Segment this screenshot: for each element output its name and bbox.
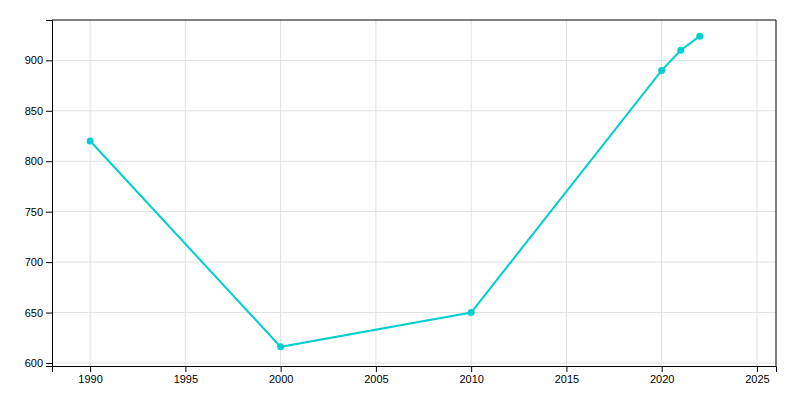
grid: [52, 20, 776, 366]
point: [468, 309, 475, 316]
point: [696, 33, 703, 40]
x-tick: 2020: [650, 366, 674, 385]
y-tick-mark: [46, 60, 52, 61]
point: [658, 67, 665, 74]
grid-line-x: [280, 20, 281, 366]
grid-line-y: [52, 60, 776, 61]
x-tick: 1990: [78, 366, 102, 385]
x-tick-label: 2000: [269, 373, 293, 385]
x-tick-label: 2020: [650, 373, 674, 385]
line: [90, 36, 700, 347]
grid-line-y: [52, 110, 776, 111]
y-axis-line: [46, 21, 53, 367]
grid-line-y: [52, 312, 776, 313]
plot-frame-right: [776, 20, 777, 366]
y-tick-label: 600: [25, 357, 43, 369]
x-tick-label: 2005: [364, 373, 388, 385]
grid-line-x: [756, 20, 757, 366]
series: [87, 33, 704, 351]
x-tick-mark: [185, 366, 186, 372]
y-axis: 600 650 700 750 800 850 900: [25, 21, 53, 369]
grid-line-y: [52, 211, 776, 212]
grid-line-x: [375, 20, 376, 366]
grid-line-y: [52, 161, 776, 162]
x-tick: 2000: [269, 366, 293, 385]
x-tick: 2025: [745, 366, 769, 385]
grid-line-x: [185, 20, 186, 366]
x-tick-mark: [471, 366, 472, 372]
y-tick: 700: [25, 256, 52, 268]
x-tick-mark: [566, 366, 567, 372]
y-tick-mark: [46, 212, 52, 213]
point: [677, 47, 684, 54]
chart: 1990 1995 2000 2005 2010 2015 2020 2025 600 650 70…: [0, 0, 800, 400]
y-tick: 850: [25, 105, 52, 117]
y-tick-mark: [46, 313, 52, 314]
y-tick: 800: [25, 155, 52, 167]
x-tick-mark: [281, 366, 282, 372]
plot-frame-top: [52, 20, 776, 21]
x-tick-label: 1990: [78, 373, 102, 385]
y-tick: 650: [25, 307, 52, 319]
x-tick-label: 2010: [459, 373, 483, 385]
y-tick-mark: [46, 111, 52, 112]
x-tick-label: 2015: [555, 373, 579, 385]
x-tick-label: 1995: [174, 373, 198, 385]
x-tick: 2010: [459, 366, 483, 385]
grid-line-y: [52, 262, 776, 263]
x-axis: 1990 1995 2000 2005 2010 2015 2020 2025: [53, 366, 777, 385]
grid-line-y: [52, 362, 776, 363]
y-tick: 750: [25, 206, 52, 218]
y-tick-label: 700: [25, 256, 43, 268]
x-tick-label: 2025: [745, 373, 769, 385]
x-tick-mark: [662, 366, 663, 372]
x-tick: 1995: [174, 366, 198, 385]
grid-line-x: [90, 20, 91, 366]
y-tick-label: 900: [25, 54, 43, 66]
x-tick-mark: [376, 366, 377, 372]
x-tick-mark: [90, 366, 91, 372]
y-tick: 900: [25, 54, 52, 66]
y-tick-label: 650: [25, 307, 43, 319]
x-tick: 2005: [364, 366, 388, 385]
plot-area: 1990 1995 2000 2005 2010 2015 2020 2025 600 650 70…: [25, 20, 777, 385]
point: [87, 138, 94, 145]
y-tick-mark: [46, 262, 52, 263]
y-tick-label: 800: [25, 155, 43, 167]
point: [277, 343, 284, 350]
y-tick-mark: [46, 161, 52, 162]
y-tick-label: 850: [25, 105, 43, 117]
y-tick-label: 750: [25, 206, 43, 218]
y-tick: 600: [25, 357, 52, 369]
x-axis-line: [53, 367, 777, 373]
y-tick-mark: [46, 363, 52, 364]
x-tick: 2015: [555, 366, 579, 385]
x-tick-mark: [757, 366, 758, 372]
